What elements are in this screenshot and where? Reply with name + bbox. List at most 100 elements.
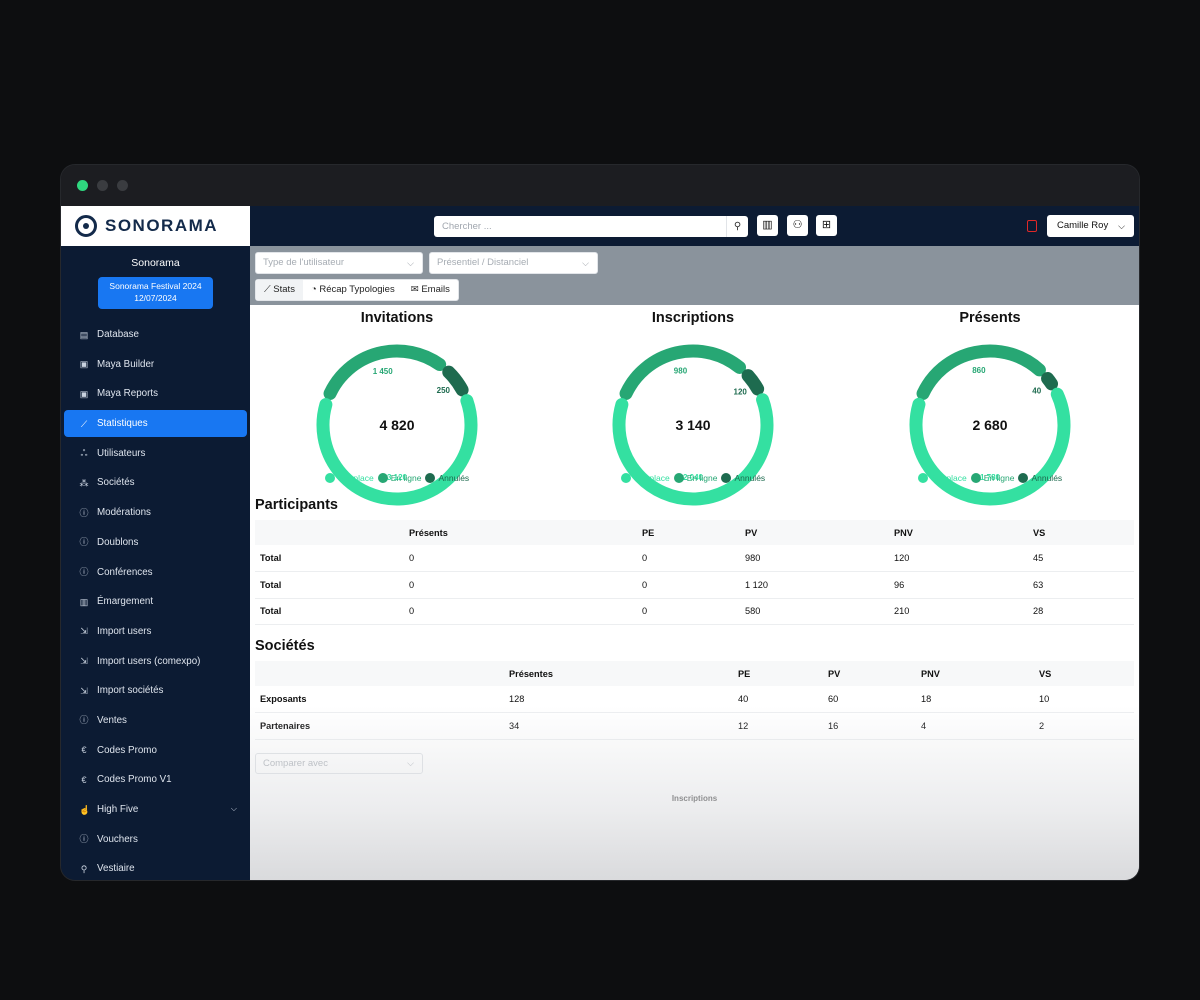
tab-recap-typologies[interactable]: ◔ Récap Typologies [303, 280, 403, 300]
legend-label: Annulés [438, 473, 470, 483]
user-menu-button[interactable]: Camille Roy ⌵ [1047, 215, 1134, 237]
sidebar-item[interactable]: € Codes Promo [64, 737, 247, 764]
user-name: Camille Roy [1057, 220, 1109, 231]
sidebar-item[interactable]: ⓘ Vouchers [64, 826, 247, 853]
reports-icon: ▣ [79, 388, 89, 399]
sidebar-item[interactable]: ⓘ Modérations [64, 499, 247, 526]
event-date: 12/07/2024 [134, 293, 177, 303]
sidebar-item-label: Sociétés [97, 477, 135, 489]
comparison-chart-title: Inscriptions [671, 794, 718, 803]
slice-value-label: 1 450 [373, 367, 394, 376]
legend-item[interactable]: En ligne [377, 473, 421, 483]
table-cell: 0 [404, 571, 637, 599]
legend-swatch [1018, 473, 1029, 483]
compare-select[interactable]: Comparer avec ⌵ [255, 753, 423, 774]
search-icon[interactable]: ⚲ [726, 216, 748, 237]
sidebar-item[interactable]: ⓘ Ventes [64, 707, 247, 734]
logout-icon[interactable] [1027, 220, 1037, 232]
top-bar: Chercher ... ⚲ ▥ ⚇ ⊞ Camille Roy ⌵ [250, 206, 1139, 246]
donut-slice[interactable] [909, 387, 1071, 506]
legend-label: En ligne [983, 473, 1015, 483]
column-header: PV [823, 661, 916, 686]
donut-slice[interactable] [442, 365, 469, 397]
users-icon: ஃ [80, 448, 88, 459]
sidebar-item[interactable]: ⚲ Vestiaire [64, 855, 247, 880]
sidebar-item-label: High Five [97, 804, 139, 815]
donut-slice[interactable] [619, 344, 747, 400]
legend-label: Annulés [734, 473, 766, 483]
add-user-button[interactable]: ⚇ [787, 215, 808, 236]
donut-slice[interactable] [741, 369, 765, 396]
legend-swatch [324, 473, 335, 483]
donut-svg: 980 120 2 040 3 140 [612, 344, 774, 506]
legend-item[interactable]: Sur place [917, 473, 967, 483]
tab-stats[interactable]: ⟋ Stats [256, 280, 303, 300]
logo-text: SONORAMA [105, 216, 219, 235]
legend-item[interactable]: En ligne [673, 473, 717, 483]
chevron-down-icon: ⌵ [407, 258, 414, 268]
sidebar-item[interactable]: ஃ Utilisateurs [64, 440, 247, 467]
sidebar-item[interactable]: ⓘ Conférences [64, 559, 247, 586]
search-input[interactable]: Chercher ... [442, 221, 492, 232]
org-icon: ⁂ [79, 477, 89, 488]
sidebar-item[interactable]: ▣ Maya Reports [64, 380, 247, 407]
legend-item[interactable]: Sur place [620, 473, 670, 483]
chart-title: Inscriptions [651, 310, 735, 326]
legend-item[interactable]: Sur place [324, 473, 374, 483]
donut-total: 4 820 [379, 417, 414, 433]
app-body: SONORAMA Sonorama Sonorama Festival 2024… [61, 206, 1139, 880]
table-cell: 0 [404, 598, 637, 625]
event-selector-button[interactable]: Sonorama Festival 2024 12/07/2024 [98, 277, 213, 309]
window-close-button[interactable] [77, 180, 88, 191]
legend-item[interactable]: Annulés [721, 473, 765, 483]
slice-value-label: 1 780 [980, 473, 1001, 482]
sidebar-item[interactable]: ⁂ Sociétés [64, 469, 247, 496]
legend-item[interactable]: En ligne [970, 473, 1015, 483]
column-header [255, 661, 504, 686]
info-icon: ⓘ [79, 537, 89, 548]
sidebar-item[interactable]: ▤ Database [64, 321, 247, 348]
donut-svg: 860 40 1 780 2 680 [909, 344, 1071, 506]
sidebar-item[interactable]: ⇲ Import users [64, 618, 247, 645]
sidebar-item-label: Codes Promo V1 [97, 774, 172, 786]
sidebar-item-label: Ventes [97, 714, 127, 726]
donut-slice[interactable] [1041, 371, 1059, 391]
brand-logo[interactable]: SONORAMA [61, 206, 250, 246]
table-row: Partenaires 34 12 16 4 2 [255, 712, 1134, 740]
sidebar-item[interactable]: ▣ Maya Builder [64, 351, 247, 378]
table-cell: 0 [637, 598, 740, 625]
sidebar-item[interactable]: € Codes Promo V1 [64, 766, 247, 793]
window-minimize-button[interactable] [97, 180, 108, 191]
slice-value-label: 980 [674, 366, 688, 375]
view-tabs: ⟋ Stats ◔ Récap Typologies ✉ Emails [255, 279, 459, 301]
chart-legend: Sur place En ligne Annulés [252, 473, 542, 485]
user-type-select[interactable]: Type de l'utilisateur ⌵ [255, 252, 423, 274]
donut-slice[interactable] [916, 344, 1046, 400]
donut-slice[interactable] [612, 393, 774, 506]
donut-slice[interactable] [316, 394, 478, 506]
barcode-scan-button[interactable]: ▥ [757, 215, 778, 236]
tab-emails[interactable]: ✉ Emails [403, 280, 458, 300]
sidebar-item[interactable]: ⓘ Doublons [64, 529, 247, 556]
sidebar-item[interactable]: ⟋ Statistiques [64, 410, 247, 438]
attendance-mode-select[interactable]: Présentiel / Distanciel ⌵ [429, 252, 598, 274]
info-icon: ⓘ [79, 507, 89, 518]
table-cell: 120 [889, 545, 1028, 572]
qr-code-button[interactable]: ⊞ [816, 215, 837, 236]
legend-item[interactable]: Annulés [1018, 473, 1062, 483]
column-header [255, 520, 404, 545]
legend-item[interactable]: Annulés [425, 473, 469, 483]
sidebar-item[interactable]: ☝ High Five ⌵ [64, 796, 247, 823]
sidebar-item[interactable]: ⇲ Import sociétés [64, 677, 247, 704]
donut-slice[interactable] [323, 344, 447, 400]
barcode-icon: ▥ [79, 596, 89, 607]
mail-icon: ✉ [410, 284, 422, 295]
sidebar-item[interactable]: ⇲ Import users (comexpo) [64, 648, 247, 675]
sidebar-item[interactable]: ▥ Émargement [64, 588, 247, 615]
table-cell: 45 [1028, 545, 1134, 572]
search-box[interactable]: Chercher ... ⚲ [434, 216, 748, 237]
column-header: PE [733, 661, 823, 686]
column-header: PV [740, 520, 889, 545]
window-maximize-button[interactable] [117, 180, 128, 191]
sidebar-item-label: Statistiques [97, 418, 148, 430]
